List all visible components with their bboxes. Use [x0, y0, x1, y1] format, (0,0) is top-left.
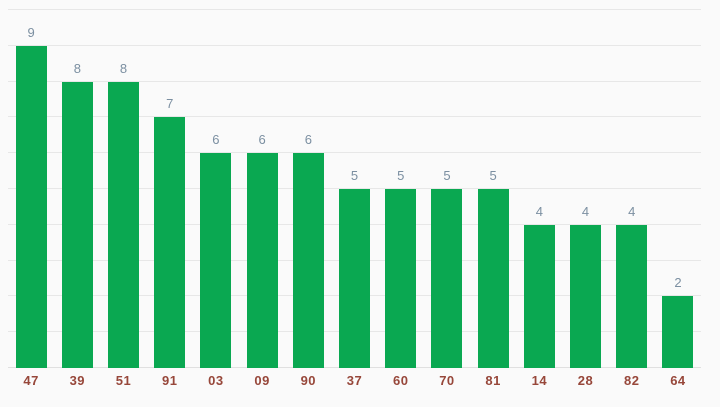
plot-area: 9 8 8 7 6 6 6 5 5 5 5 4 4 4 2: [8, 9, 701, 368]
bar-slot: 5: [331, 10, 377, 368]
gridline: [8, 44, 701, 46]
bar-value-label: 4: [581, 203, 590, 219]
bar[interactable]: [15, 45, 47, 368]
x-axis-label: 28: [577, 373, 594, 388]
bar-slot: 6: [193, 10, 239, 368]
x-axis-label: 70: [439, 373, 455, 388]
x-axis-label: 37: [346, 373, 363, 388]
x-axis-label: 81: [485, 373, 501, 388]
gridline: [8, 80, 701, 82]
bar[interactable]: [662, 296, 694, 368]
bar[interactable]: [570, 224, 602, 368]
bar[interactable]: [108, 81, 139, 368]
bar[interactable]: [339, 189, 371, 368]
bar-slot: 8: [54, 10, 100, 368]
bar-value-label: 5: [443, 168, 451, 183]
bar-slot: 8: [100, 10, 146, 368]
bar-slot: 9: [8, 10, 54, 368]
bar-value-label: 2: [674, 275, 682, 291]
bar[interactable]: [200, 153, 232, 368]
bar[interactable]: [154, 117, 186, 368]
bar-slot: 6: [285, 10, 331, 368]
bar-slot: 5: [378, 10, 424, 368]
x-axis-label: 64: [670, 373, 686, 388]
bar-slot: 5: [424, 10, 470, 368]
x-axis-label: 51: [115, 373, 132, 388]
bar[interactable]: [477, 189, 509, 368]
bar[interactable]: [292, 153, 324, 368]
bar-slot: 7: [147, 10, 193, 368]
bar[interactable]: [61, 81, 93, 368]
bar-value-label: 8: [119, 60, 128, 76]
bar-slot: 4: [562, 10, 608, 368]
bar-slot: 4: [609, 10, 655, 368]
bar-value-label: 4: [535, 203, 543, 219]
bar-value-label: 6: [258, 132, 266, 148]
x-axis-label: 60: [392, 373, 409, 388]
x-axis: 47 39 51 91 03 09 90 37 60 70 81 14 28 82 64: [8, 373, 701, 388]
bar-value-label: 6: [212, 132, 220, 148]
x-axis-label: 91: [161, 373, 178, 388]
x-axis-label: 14: [531, 373, 548, 388]
x-axis-label: 03: [208, 373, 224, 388]
bar-slot: 4: [516, 10, 562, 368]
bar-value-label: 6: [304, 132, 312, 148]
bar-value-label: 5: [350, 168, 359, 183]
bar-value-label: 5: [489, 168, 497, 183]
bars-container: 9 8 8 7 6 6 6 5 5 5 5 4 4 4 2: [8, 10, 701, 368]
x-axis-label: 90: [300, 373, 317, 388]
bar[interactable]: [616, 224, 648, 368]
bar[interactable]: [431, 189, 463, 368]
bar-slot: 6: [239, 10, 285, 368]
bar-slot: 2: [655, 10, 701, 368]
gridline: [8, 188, 701, 189]
x-axis-label: 39: [69, 373, 86, 388]
bar-slot: 5: [470, 10, 516, 368]
bar-value-label: 4: [628, 203, 636, 219]
gridline: [8, 116, 701, 118]
bar[interactable]: [385, 189, 417, 368]
x-axis-label: 82: [624, 373, 640, 388]
bar-value-label: 7: [166, 96, 174, 112]
bar[interactable]: [523, 224, 555, 368]
gridline: [8, 152, 701, 154]
bar-value-label: 5: [397, 168, 405, 183]
gridline: [8, 9, 701, 10]
x-axis-label: 09: [254, 373, 270, 388]
bar-value-label: 8: [73, 60, 81, 76]
x-axis-label: 47: [23, 373, 39, 388]
bar[interactable]: [246, 153, 278, 368]
bar-value-label: 9: [27, 24, 35, 40]
